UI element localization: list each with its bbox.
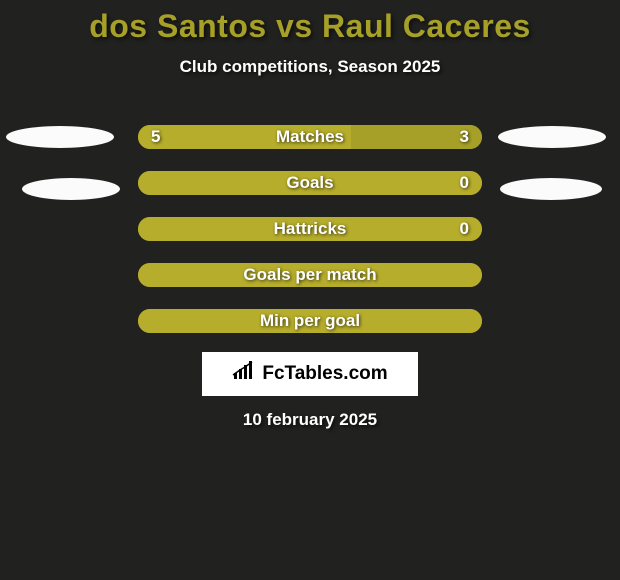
- stat-value-right: 3: [460, 127, 469, 147]
- stat-value-right: 0: [460, 219, 469, 239]
- stat-label: Hattricks: [274, 219, 347, 239]
- player-photo-placeholder: [500, 178, 602, 200]
- bar-track: Min per goal: [138, 309, 482, 333]
- stat-label: Goals: [286, 173, 333, 193]
- fctables-logo: FcTables.com: [202, 352, 418, 396]
- comparison-chart: Matches 5 3 Goals 0 Hattricks 0 Goals per match…: [0, 125, 620, 333]
- stat-label: Goals per match: [243, 265, 376, 285]
- player-photo-placeholder: [498, 126, 606, 148]
- stat-value-left: 5: [151, 127, 160, 147]
- player-photo-placeholder: [22, 178, 120, 200]
- subtitle: Club competitions, Season 2025: [0, 57, 620, 77]
- logo-text: FcTables.com: [262, 363, 387, 385]
- stat-row: Goals per match: [0, 263, 620, 287]
- date-label: 10 february 2025: [243, 410, 377, 430]
- page-title: dos Santos vs Raul Caceres: [0, 0, 620, 45]
- bar-track: Hattricks 0: [138, 217, 482, 241]
- bar-track: Goals 0: [138, 171, 482, 195]
- stat-value-right: 0: [460, 173, 469, 193]
- bar-chart-icon: [232, 361, 258, 387]
- bar-track: Goals per match: [138, 263, 482, 287]
- player-photo-placeholder: [6, 126, 114, 148]
- stat-label: Matches: [276, 127, 344, 147]
- bar-track: Matches 5 3: [138, 125, 482, 149]
- stat-label: Min per goal: [260, 311, 360, 331]
- stat-row: Min per goal: [0, 309, 620, 333]
- stat-row: Hattricks 0: [0, 217, 620, 241]
